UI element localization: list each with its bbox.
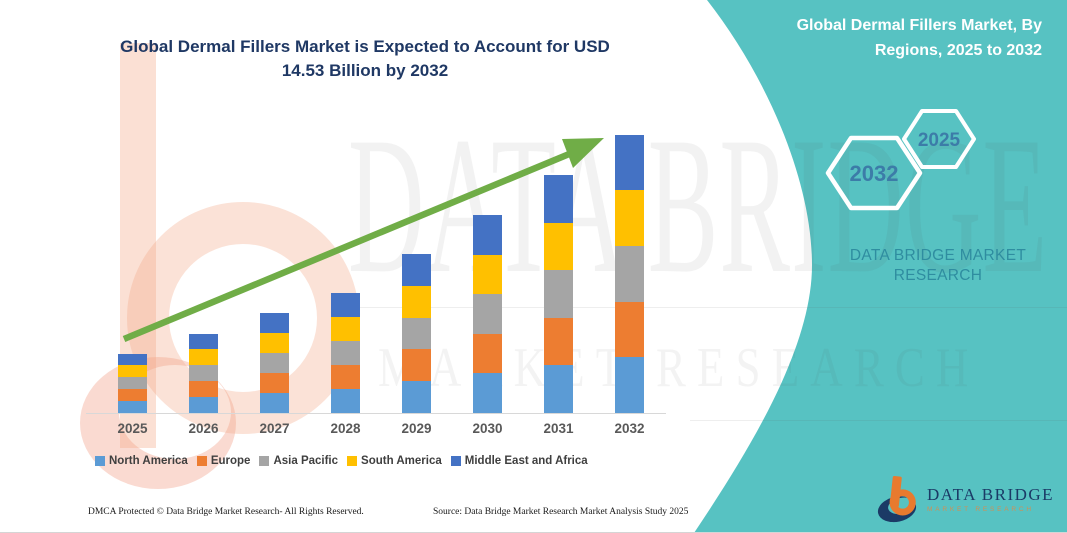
legend: North America Europe Asia Pacific South Ame… xyxy=(95,455,588,467)
bar-2027 xyxy=(260,312,289,413)
bar-segment-north-america xyxy=(189,397,218,413)
x-axis-label-2031: 2031 xyxy=(543,421,574,436)
bar-segment-europe xyxy=(331,364,360,389)
hexagon-back-year: 2032 xyxy=(850,161,899,186)
bar-segment-europe xyxy=(189,381,218,398)
logo-title: DATA BRIDGE xyxy=(927,484,1055,504)
page-title-line2: 14.53 Billion by 2032 xyxy=(281,61,449,80)
watermark-line xyxy=(690,420,1067,421)
hexagon-front-year: 2025 xyxy=(918,130,961,151)
bar-2026 xyxy=(189,333,218,413)
bar-segment-asia-pacific xyxy=(544,270,573,318)
teal-band-shape xyxy=(694,0,1067,532)
bar-2032 xyxy=(615,134,644,413)
footer-logo: DATA BRIDGE MARKET RESEARCH xyxy=(874,474,1054,524)
logo-subtitle: MARKET RESEARCH xyxy=(927,505,1034,513)
bar-segment-middle-east-and-africa xyxy=(189,333,218,350)
bar-segment-europe xyxy=(615,301,644,358)
bar-2025 xyxy=(118,353,147,413)
bar-segment-asia-pacific xyxy=(402,317,431,350)
hexagon-2032-icon xyxy=(825,135,923,211)
bar-2028 xyxy=(331,292,360,413)
bar-segment-north-america xyxy=(473,373,502,413)
legend-swatch xyxy=(196,456,207,466)
bar-segment-south-america xyxy=(118,365,147,378)
legend-swatch xyxy=(259,456,270,466)
hexagon-2025-icon xyxy=(902,109,976,169)
bar-segment-europe xyxy=(260,372,289,393)
bar-segment-south-america xyxy=(615,190,644,246)
legend-item: Asia Pacific xyxy=(259,455,338,467)
legend-item: Europe xyxy=(196,455,251,467)
legend-swatch xyxy=(450,456,461,466)
bar-segment-europe xyxy=(473,333,502,374)
plot-area: 2025 2026 2027 2028 2029 2030 2031 2032 xyxy=(86,120,666,436)
logo-text: DATA BRIDGE MARKET RESEARCH xyxy=(927,484,1055,513)
bar-segment-asia-pacific xyxy=(615,245,644,302)
year-hexagons: 2032 2025 xyxy=(825,109,976,211)
bar-segment-north-america xyxy=(331,388,360,413)
bar-segment-middle-east-and-africa xyxy=(331,292,360,317)
x-axis-label-2032: 2032 xyxy=(614,421,645,436)
bar-segment-europe xyxy=(544,317,573,366)
x-axis-line xyxy=(86,412,666,414)
bar-segment-south-america xyxy=(260,332,289,353)
bar-segment-asia-pacific xyxy=(331,340,360,365)
bar-segment-middle-east-and-africa xyxy=(473,215,502,255)
bar-segment-middle-east-and-africa xyxy=(118,353,147,366)
bar-segment-north-america xyxy=(615,357,644,413)
bar-segment-south-america xyxy=(402,285,431,318)
legend-item: North America xyxy=(95,455,188,467)
x-axis-label-2027: 2027 xyxy=(259,421,290,436)
legend-swatch xyxy=(347,456,358,466)
bar-segment-europe xyxy=(118,389,147,402)
footer-source: Source: Data Bridge Market Research Mark… xyxy=(433,507,689,517)
watermark-line xyxy=(340,307,1067,308)
x-axis-label-2030: 2030 xyxy=(472,421,503,436)
bar-2030 xyxy=(473,215,502,413)
legend-label: Europe xyxy=(210,455,251,467)
bar-segment-middle-east-and-africa xyxy=(260,312,289,333)
x-axis-label-2026: 2026 xyxy=(188,421,219,436)
legend-label: North America xyxy=(109,455,188,467)
page-title-line1: Global Dermal Fillers Market is Expected… xyxy=(120,37,610,56)
legend-item: Middle East and Africa xyxy=(450,455,588,467)
bar-segment-north-america xyxy=(402,381,431,413)
footer-copyright: DMCA Protected © Data Bridge Market Rese… xyxy=(88,507,364,517)
bar-segment-asia-pacific xyxy=(260,352,289,373)
page-title: Global Dermal Fillers Market is Expected… xyxy=(60,35,670,83)
x-axis-label-2025: 2025 xyxy=(117,421,148,436)
bar-segment-north-america xyxy=(118,401,147,413)
bar-segment-south-america xyxy=(331,316,360,341)
legend-item: South America xyxy=(347,455,442,467)
bar-segment-north-america xyxy=(260,392,289,413)
band-title-line2: Regions, 2025 to 2032 xyxy=(874,42,1042,59)
bar-segment-europe xyxy=(402,349,431,382)
bar-segment-south-america xyxy=(189,349,218,366)
bar-segment-north-america xyxy=(544,365,573,413)
bar-segment-asia-pacific xyxy=(189,365,218,382)
bar-segment-middle-east-and-africa xyxy=(544,175,573,223)
band-title-line1: Global Dermal Fillers Market, By xyxy=(796,17,1042,34)
x-axis-label-2028: 2028 xyxy=(330,421,361,436)
bar-segment-asia-pacific xyxy=(473,294,502,334)
legend-label: Asia Pacific xyxy=(273,455,339,467)
bar-segment-middle-east-and-africa xyxy=(615,134,644,191)
bar-segment-south-america xyxy=(544,222,573,271)
bar-segment-south-america xyxy=(473,254,502,295)
dbmr-logo-icon xyxy=(877,476,917,523)
x-axis-label-2029: 2029 xyxy=(401,421,432,436)
bar-2031 xyxy=(544,175,573,413)
bar-2029 xyxy=(402,254,431,413)
legend-label: South America xyxy=(361,455,442,467)
legend-label: Middle East and Africa xyxy=(464,455,588,467)
bar-segment-middle-east-and-africa xyxy=(402,254,431,286)
bar-segment-asia-pacific xyxy=(118,377,147,390)
legend-swatch xyxy=(95,456,105,466)
band-title: Global Dermal Fillers Market, By Regions… xyxy=(712,13,1042,63)
band-brand-text: DATA BRIDGE MARKET RESEARCH xyxy=(849,247,1027,284)
